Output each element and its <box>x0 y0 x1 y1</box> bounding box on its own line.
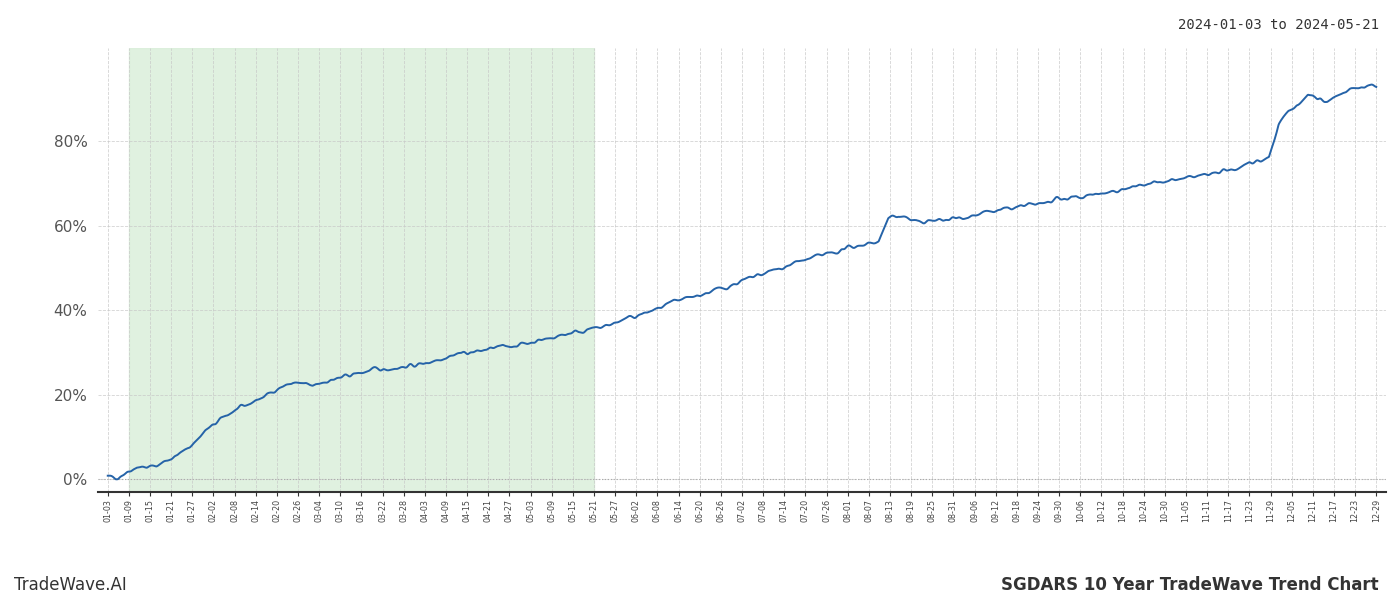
Text: 2024-01-03 to 2024-05-21: 2024-01-03 to 2024-05-21 <box>1177 18 1379 32</box>
Text: TradeWave.AI: TradeWave.AI <box>14 576 127 594</box>
Bar <box>129 48 594 492</box>
Text: SGDARS 10 Year TradeWave Trend Chart: SGDARS 10 Year TradeWave Trend Chart <box>1001 576 1379 594</box>
